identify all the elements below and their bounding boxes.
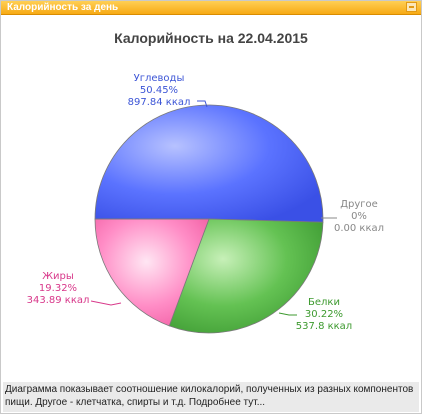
label-connector-carbs [197, 100, 208, 108]
panel-title: Калорийность за день [7, 2, 119, 13]
label-carbs-name: Углеводы [134, 73, 185, 84]
pie-slice-carbs[interactable] [94, 104, 324, 223]
label-connector-fat [90, 300, 122, 306]
pie-slice-fat[interactable] [94, 218, 210, 327]
label-carbs-percent: 50.45% [140, 85, 178, 96]
description-text: Диаграмма показывает соотношение килокал… [5, 384, 414, 408]
label-connector-protein [278, 312, 297, 316]
label-protein-name: Белки [308, 297, 340, 308]
label-other-name: Другое [340, 199, 378, 210]
label-other-percent: 0% [351, 211, 367, 222]
label-protein-percent: 30.22% [305, 309, 343, 320]
minus-icon [409, 6, 414, 8]
pie-slice-protein[interactable] [168, 218, 324, 334]
chart-area: Калорийность на 22.04.2015 Углеводы 50.45… [1, 15, 421, 381]
chart-description: Диаграмма показывает соотношение килокал… [3, 382, 419, 412]
label-fat-name: Жиры [42, 271, 74, 282]
label-fat-value: 343.89 ккал [27, 295, 90, 306]
label-other-value: 0.00 ккал [334, 223, 384, 234]
label-fat-percent: 19.32% [39, 283, 77, 294]
panel-header: Калорийность за день [1, 1, 421, 15]
label-protein-value: 537.8 ккал [296, 321, 352, 332]
pie-chart: Калорийность на 22.04.2015 Углеводы50.45… [27, 30, 384, 334]
chart-title: Калорийность на 22.04.2015 [114, 30, 308, 46]
label-carbs-value: 897.84 ккал [128, 97, 191, 108]
collapse-button[interactable] [406, 2, 417, 12]
more-info-link[interactable]: Подробнее тут... [188, 397, 266, 408]
pie-slices [94, 104, 324, 334]
